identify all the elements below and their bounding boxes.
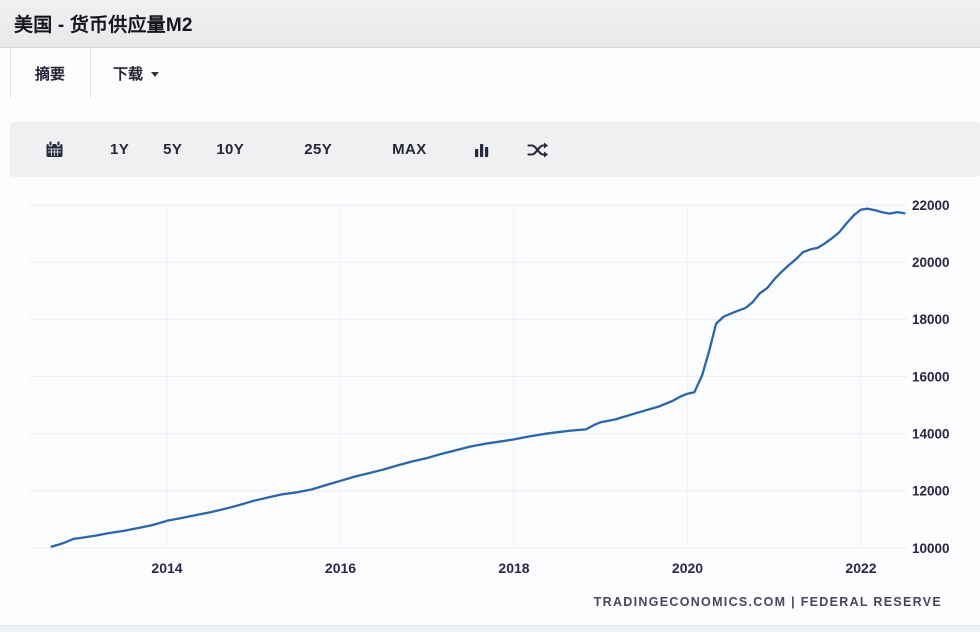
y-tick-label: 16000 — [912, 369, 950, 384]
tab-download[interactable]: 下载 — [90, 48, 182, 98]
tab-download-label: 下载 — [112, 65, 143, 83]
y-tick-label: 12000 — [912, 484, 950, 499]
y-tick-label: 10000 — [912, 541, 950, 556]
chart-area[interactable]: 10000 12000 14000 16000 18000 20000 22000 2014 2… — [0, 177, 980, 625]
x-tick-label: 2014 — [151, 560, 182, 576]
shuffle-icon — [527, 142, 548, 157]
page-title: 美国 - 货币供应量M2 — [14, 15, 193, 36]
range-max-button[interactable]: MAX — [375, 133, 444, 166]
calendar-icon — [46, 140, 63, 157]
range-10y-button[interactable]: 10Y — [199, 133, 261, 166]
bar-chart-icon — [474, 143, 488, 157]
range-25y-button[interactable]: 25Y — [287, 133, 349, 166]
y-tick-label: 14000 — [912, 427, 950, 442]
chart-toolbar: 1Y 5Y 10Y 25Y MAX — [10, 122, 980, 177]
tab-summary-label: 摘要 — [34, 65, 65, 83]
chevron-down-icon — [151, 71, 159, 77]
y-tick-label: 18000 — [912, 312, 950, 327]
y-tick-label: 20000 — [912, 255, 950, 270]
plot-background — [30, 195, 907, 548]
content-bottom-strip — [0, 625, 980, 632]
x-tick-label: 2022 — [845, 560, 876, 576]
range-1y-button[interactable]: 1Y — [93, 133, 146, 166]
tab-divider — [90, 48, 91, 98]
compare-button[interactable] — [514, 133, 562, 167]
title-bar: 美国 - 货币供应量M2 — [0, 0, 980, 48]
m2-line-chart[interactable]: 10000 12000 14000 16000 18000 20000 22000 2014 2… — [0, 177, 980, 625]
chart-type-button[interactable] — [460, 133, 504, 167]
range-5y-button[interactable]: 5Y — [146, 133, 199, 166]
y-tick-label: 22000 — [912, 198, 950, 213]
m2-series-line[interactable] — [50, 207, 906, 548]
x-tick-label: 2016 — [325, 560, 356, 576]
chart-source: TRADINGECONOMICS.COM | FEDERAL RESERVE — [593, 595, 942, 609]
tab-strip: 摘要 下载 — [0, 48, 980, 98]
x-tick-label: 2020 — [672, 560, 703, 576]
tab-divider — [10, 48, 11, 98]
x-tick-label: 2018 — [498, 560, 529, 576]
tab-summary[interactable]: 摘要 — [10, 48, 90, 98]
calendar-button[interactable] — [32, 132, 77, 167]
